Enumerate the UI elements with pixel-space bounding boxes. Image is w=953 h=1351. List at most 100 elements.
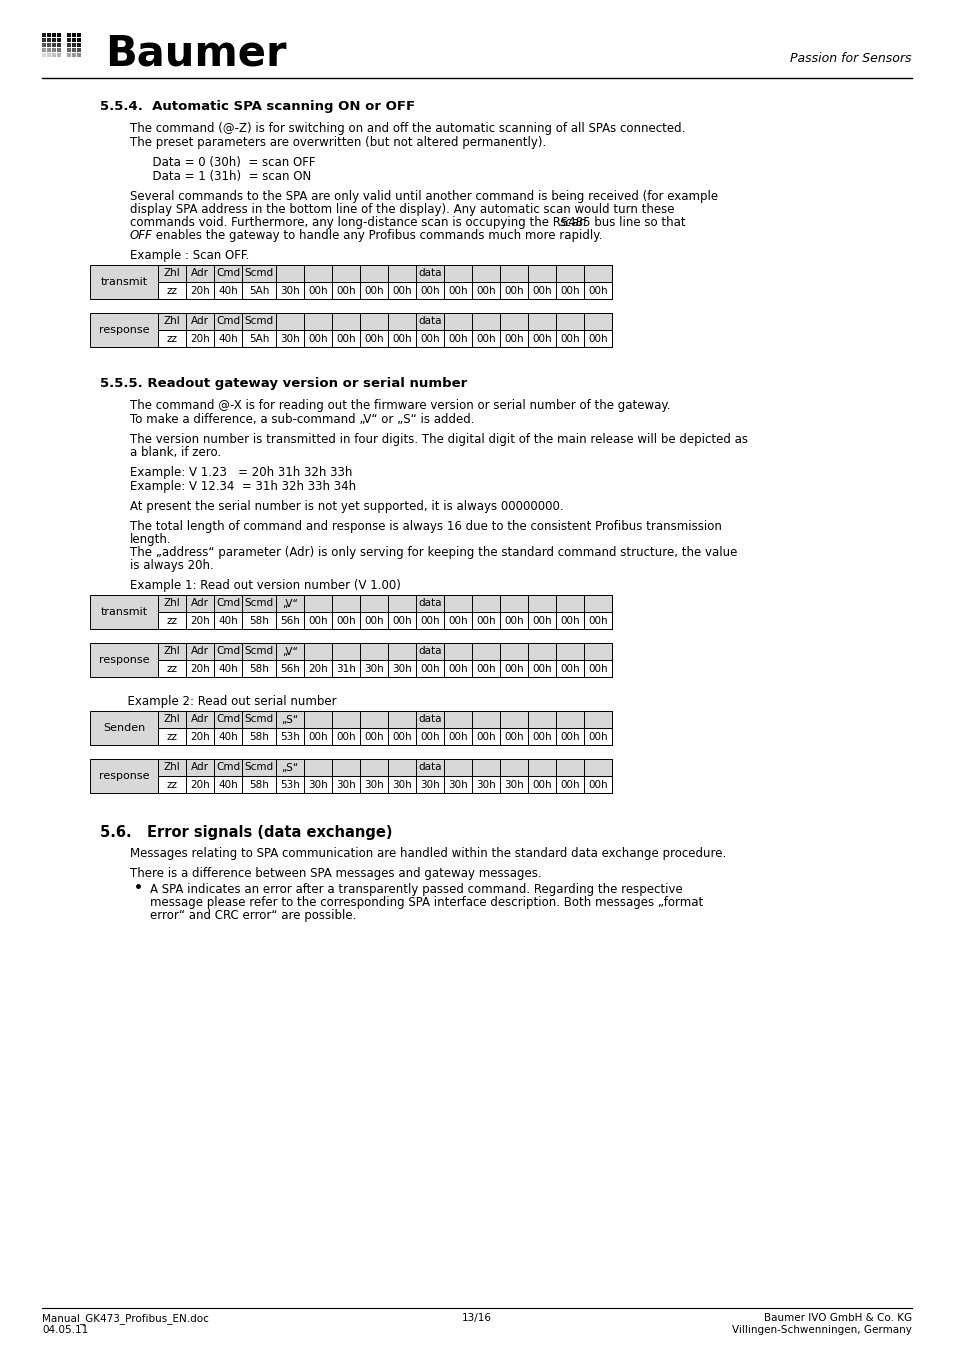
- Text: Zhl: Zhl: [164, 269, 180, 278]
- Text: 30h: 30h: [392, 780, 412, 789]
- Bar: [42, 42, 47, 47]
- Text: 00h: 00h: [532, 285, 551, 296]
- Text: 13/16: 13/16: [461, 1313, 492, 1323]
- Text: Cmd: Cmd: [215, 762, 240, 773]
- Text: 30h: 30h: [364, 663, 383, 674]
- Text: Adr: Adr: [191, 762, 209, 773]
- Text: 00h: 00h: [308, 731, 328, 742]
- Bar: [57, 38, 61, 42]
- Bar: [71, 47, 76, 51]
- Text: Baumer IVO GmbH & Co. KG: Baumer IVO GmbH & Co. KG: [763, 1313, 911, 1323]
- Text: Scmd: Scmd: [244, 715, 274, 724]
- Text: 00h: 00h: [476, 663, 496, 674]
- Text: 00h: 00h: [419, 334, 439, 343]
- Text: 00h: 00h: [419, 663, 439, 674]
- Bar: [71, 53, 76, 57]
- Text: 00h: 00h: [588, 780, 607, 789]
- Text: Passion for Sensors: Passion for Sensors: [790, 51, 911, 65]
- Text: Manual_GK473_Profibus_EN.doc: Manual_GK473_Profibus_EN.doc: [42, 1313, 209, 1324]
- Bar: [52, 42, 56, 47]
- Text: Zhl: Zhl: [164, 598, 180, 608]
- Bar: [90, 594, 158, 630]
- Bar: [57, 42, 61, 47]
- Text: 30h: 30h: [308, 780, 328, 789]
- Text: 20h: 20h: [190, 334, 210, 343]
- Text: zz: zz: [167, 285, 177, 296]
- Text: error“ and CRC error“ are possible.: error“ and CRC error“ are possible.: [150, 909, 356, 921]
- Bar: [158, 711, 612, 744]
- Text: 56h: 56h: [280, 616, 299, 626]
- Text: 00h: 00h: [476, 616, 496, 626]
- Text: Cmd: Cmd: [215, 269, 240, 278]
- Bar: [47, 38, 51, 42]
- Text: 00h: 00h: [308, 334, 328, 343]
- Text: 5.5.5. Readout gateway version or serial number: 5.5.5. Readout gateway version or serial…: [100, 377, 467, 390]
- Text: 00h: 00h: [532, 616, 551, 626]
- Text: 00h: 00h: [419, 731, 439, 742]
- Text: Adr: Adr: [191, 598, 209, 608]
- Text: display SPA address in the bottom line of the display). Any automatic scan would: display SPA address in the bottom line o…: [130, 203, 674, 216]
- Text: Zhl: Zhl: [164, 715, 180, 724]
- Text: 00h: 00h: [364, 616, 383, 626]
- Text: 00h: 00h: [588, 663, 607, 674]
- Bar: [158, 330, 612, 347]
- Bar: [158, 313, 612, 347]
- Text: 00h: 00h: [335, 731, 355, 742]
- Text: 00h: 00h: [448, 285, 467, 296]
- Text: Zhl: Zhl: [164, 762, 180, 773]
- Text: 04.05.11: 04.05.11: [42, 1325, 89, 1335]
- Bar: [71, 32, 76, 36]
- Text: 40h: 40h: [218, 616, 237, 626]
- Text: Adr: Adr: [191, 715, 209, 724]
- Text: 00h: 00h: [448, 616, 467, 626]
- Text: 40h: 40h: [218, 780, 237, 789]
- Text: 00h: 00h: [392, 285, 412, 296]
- Text: 20h: 20h: [190, 780, 210, 789]
- Bar: [158, 759, 612, 793]
- Text: The preset parameters are overwritten (but not altered permanently).: The preset parameters are overwritten (b…: [130, 136, 546, 149]
- Text: A SPA indicates an error after a transparently passed command. Regarding the res: A SPA indicates an error after a transpa…: [150, 884, 682, 896]
- Text: „S“: „S“: [281, 715, 298, 724]
- Bar: [158, 594, 612, 612]
- Text: 00h: 00h: [448, 334, 467, 343]
- Bar: [67, 32, 71, 36]
- Text: 5.6.   Error signals (data exchange): 5.6. Error signals (data exchange): [100, 825, 392, 840]
- Text: Data = 1 (31h)  = scan ON: Data = 1 (31h) = scan ON: [145, 170, 311, 182]
- Text: message please refer to the corresponding SPA interface description. Both messag: message please refer to the correspondin…: [150, 896, 702, 909]
- Text: Zhl: Zhl: [164, 316, 180, 327]
- Text: 56h: 56h: [280, 663, 299, 674]
- Bar: [57, 32, 61, 36]
- Text: commands void. Furthermore, any long-distance scan is occupying the RS485 bus li: commands void. Furthermore, any long-dis…: [130, 216, 689, 230]
- Text: 00h: 00h: [503, 285, 523, 296]
- Bar: [90, 265, 158, 299]
- Bar: [42, 53, 47, 57]
- Text: 5Ah: 5Ah: [249, 285, 269, 296]
- Bar: [158, 661, 612, 677]
- Text: 00h: 00h: [532, 334, 551, 343]
- Text: At present the serial number is not yet supported, it is always 00000000.: At present the serial number is not yet …: [130, 500, 563, 513]
- Text: response: response: [99, 655, 149, 665]
- Text: 30h: 30h: [392, 663, 412, 674]
- Text: To make a difference, a sub-command „V“ or „S“ is added.: To make a difference, a sub-command „V“ …: [130, 413, 474, 426]
- Bar: [158, 594, 612, 630]
- Bar: [158, 265, 612, 299]
- Bar: [77, 42, 81, 47]
- Text: Senden: Senden: [103, 723, 145, 734]
- Text: 00h: 00h: [588, 731, 607, 742]
- Bar: [52, 47, 56, 51]
- Text: Zhl: Zhl: [164, 647, 180, 657]
- Text: 30h: 30h: [364, 780, 383, 789]
- Bar: [158, 711, 612, 728]
- Text: Example 2: Read out serial number: Example 2: Read out serial number: [120, 694, 336, 708]
- Text: Scmd: Scmd: [244, 598, 274, 608]
- Text: Cmd: Cmd: [215, 316, 240, 327]
- Text: 00h: 00h: [476, 285, 496, 296]
- Text: 5Ah: 5Ah: [249, 334, 269, 343]
- Text: zz: zz: [167, 334, 177, 343]
- Text: Messages relating to SPA communication are handled within the standard data exch: Messages relating to SPA communication a…: [130, 847, 725, 861]
- Text: Example: V 12.34  = 31h 32h 33h 34h: Example: V 12.34 = 31h 32h 33h 34h: [130, 480, 355, 493]
- Text: 00h: 00h: [364, 334, 383, 343]
- Text: 31h: 31h: [335, 663, 355, 674]
- Text: 00h: 00h: [335, 616, 355, 626]
- Text: Adr: Adr: [191, 647, 209, 657]
